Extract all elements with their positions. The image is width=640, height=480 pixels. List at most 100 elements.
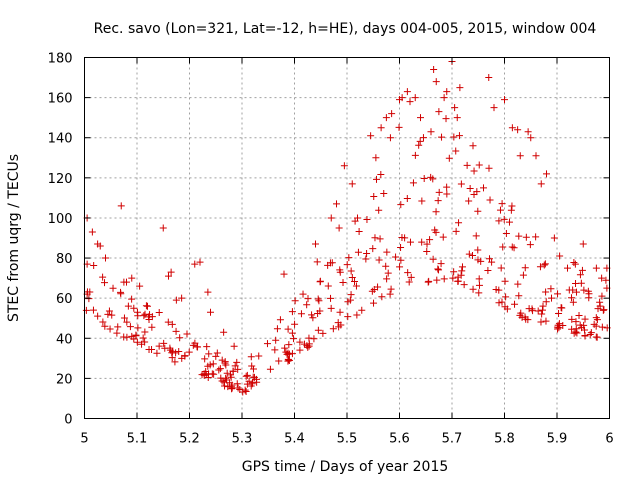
data-point xyxy=(458,263,466,271)
data-point xyxy=(508,243,516,251)
data-point xyxy=(423,240,431,248)
data-point xyxy=(168,349,176,357)
data-point xyxy=(406,238,414,246)
data-point xyxy=(346,296,354,304)
data-point xyxy=(375,206,383,214)
data-point xyxy=(155,309,163,317)
data-point xyxy=(470,167,478,175)
data-point xyxy=(510,244,518,252)
data-point xyxy=(128,295,136,303)
data-point xyxy=(453,114,461,122)
y-tick-label: 120 xyxy=(48,172,73,187)
x-axis-label: GPS time / Days of year 2015 xyxy=(242,459,449,475)
data-point xyxy=(347,291,355,299)
data-point xyxy=(377,124,385,132)
data-point xyxy=(136,282,144,290)
data-point xyxy=(542,317,550,325)
data-point xyxy=(248,362,256,370)
data-point xyxy=(430,66,438,74)
data-point xyxy=(370,193,378,201)
data-point xyxy=(547,285,555,293)
data-point xyxy=(243,380,251,388)
data-point xyxy=(200,371,208,379)
data-point xyxy=(126,323,134,331)
data-point xyxy=(388,110,396,118)
data-point xyxy=(586,330,594,338)
data-point xyxy=(310,335,318,343)
x-tick-label: 5.1 xyxy=(127,432,148,447)
data-point xyxy=(372,154,380,162)
x-tick-label: 5 xyxy=(80,432,88,447)
data-point xyxy=(475,289,483,297)
data-point xyxy=(205,350,213,358)
data-point xyxy=(423,248,431,256)
data-point xyxy=(564,264,571,272)
data-point xyxy=(194,343,202,351)
data-point xyxy=(351,278,359,286)
data-point xyxy=(465,250,473,258)
data-point xyxy=(454,273,462,281)
data-point xyxy=(382,262,390,270)
data-point xyxy=(581,315,589,323)
data-point xyxy=(185,348,193,356)
data-point xyxy=(250,373,258,381)
data-point xyxy=(457,180,465,188)
data-point xyxy=(367,132,375,140)
data-point xyxy=(176,334,184,342)
data-point xyxy=(559,322,567,330)
data-point xyxy=(580,286,588,294)
data-point xyxy=(120,333,128,341)
data-point xyxy=(109,284,117,292)
data-point xyxy=(395,123,403,131)
data-point xyxy=(123,278,130,286)
data-point xyxy=(475,281,483,289)
data-point xyxy=(457,271,465,279)
data-point xyxy=(263,340,271,348)
x-tick-label: 5.9 xyxy=(547,432,568,447)
data-point xyxy=(101,322,109,330)
data-point xyxy=(592,264,600,272)
data-point xyxy=(548,294,556,302)
data-point xyxy=(570,258,578,266)
data-point xyxy=(171,358,179,366)
data-point xyxy=(519,271,527,279)
data-point xyxy=(466,184,474,192)
data-point xyxy=(435,188,443,196)
data-point xyxy=(592,314,600,322)
data-point xyxy=(371,234,379,242)
data-point xyxy=(600,306,608,314)
data-point xyxy=(538,306,546,314)
data-point xyxy=(204,362,212,370)
data-point xyxy=(587,329,595,337)
data-point xyxy=(305,334,313,342)
data-point xyxy=(418,238,426,246)
data-point xyxy=(514,280,522,288)
data-point xyxy=(496,206,504,214)
data-point xyxy=(242,372,250,380)
data-point xyxy=(102,254,109,262)
data-point xyxy=(540,261,548,269)
data-point xyxy=(266,365,274,373)
data-point xyxy=(128,274,136,282)
grid xyxy=(84,57,610,419)
data-point xyxy=(474,246,482,254)
data-point xyxy=(440,94,448,102)
data-point xyxy=(502,230,510,238)
data-point xyxy=(291,297,299,305)
data-point xyxy=(550,234,558,242)
data-point xyxy=(431,226,439,234)
data-point xyxy=(247,353,255,361)
data-point xyxy=(96,242,104,250)
data-point xyxy=(514,126,522,134)
data-point xyxy=(396,263,404,271)
data-point xyxy=(166,344,174,352)
data-point xyxy=(113,329,121,337)
data-point xyxy=(285,356,293,364)
data-point xyxy=(304,295,312,303)
x-tick-label: 5.5 xyxy=(337,432,358,447)
data-point xyxy=(488,258,496,266)
data-point xyxy=(442,115,450,123)
data-point xyxy=(490,104,498,112)
data-point xyxy=(191,339,199,347)
data-point xyxy=(104,310,112,318)
